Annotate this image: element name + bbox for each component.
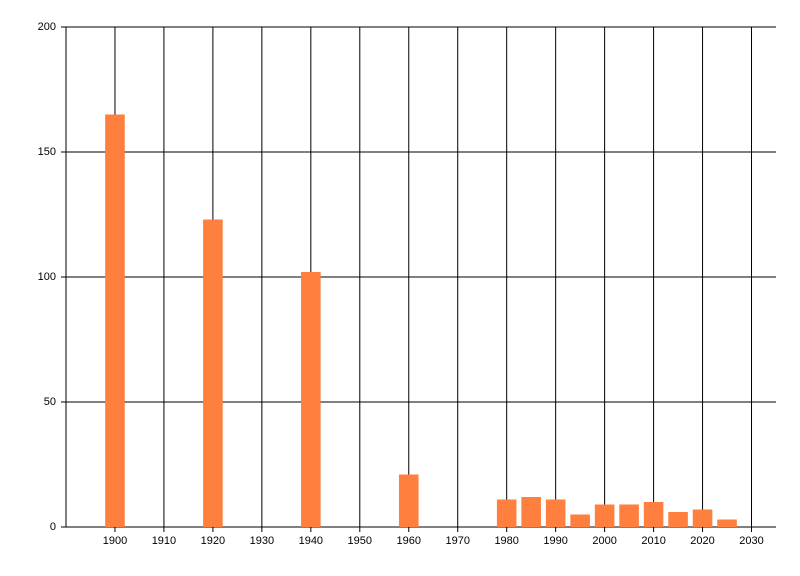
bar: [594, 504, 615, 527]
x-tick-label: 2000: [592, 535, 616, 547]
x-tick-label: 2020: [690, 535, 714, 547]
x-tick-label: 1900: [103, 535, 127, 547]
bar: [496, 499, 517, 527]
y-tick-label: 0: [50, 521, 56, 533]
bar: [668, 512, 688, 527]
bar: [570, 514, 590, 527]
bar: [619, 504, 639, 527]
bar: [643, 502, 664, 527]
x-tick-label: 1910: [152, 535, 176, 547]
x-tick-label: 2010: [641, 535, 665, 547]
y-tick-label: 50: [44, 396, 56, 408]
y-tick-label: 150: [38, 146, 56, 158]
x-tick-label: 1960: [397, 535, 421, 547]
y-tick-label: 200: [38, 21, 56, 33]
x-tick-label: 1920: [201, 535, 225, 547]
bar: [717, 519, 737, 527]
x-tick-label: 1940: [299, 535, 323, 547]
x-tick-label: 2030: [739, 535, 763, 547]
x-tick-label: 1990: [543, 535, 567, 547]
bar: [692, 509, 713, 527]
y-tick-label: 100: [38, 271, 56, 283]
x-tick-label: 1980: [494, 535, 518, 547]
bar: [203, 219, 223, 527]
bar: [398, 474, 419, 527]
x-tick-label: 1950: [348, 535, 372, 547]
bar: [545, 499, 566, 527]
x-tick-label: 1970: [445, 535, 469, 547]
bar: [301, 272, 321, 527]
bar: [521, 497, 541, 527]
x-tick-label: 1930: [250, 535, 274, 547]
bar: [105, 114, 125, 527]
